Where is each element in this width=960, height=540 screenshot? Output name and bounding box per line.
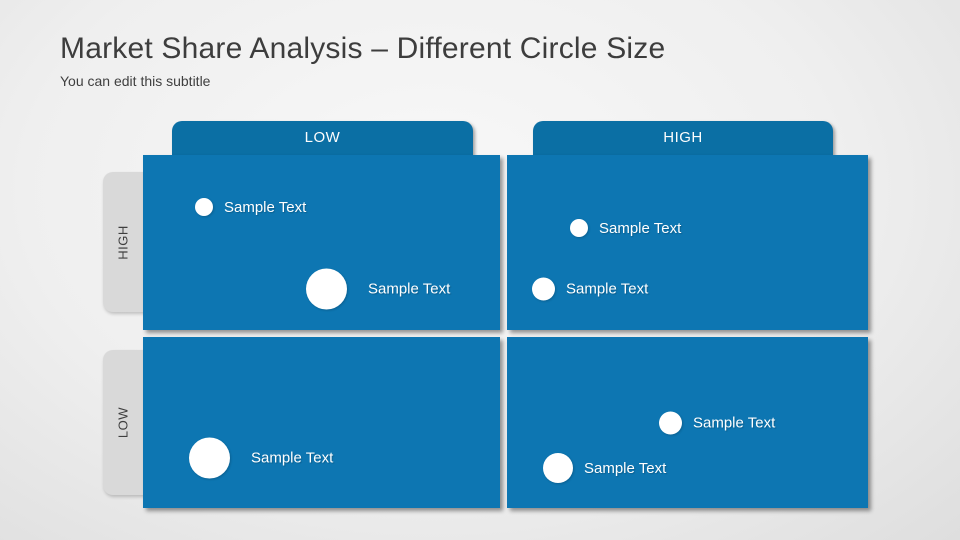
bubble-item: Sample Text (659, 411, 776, 435)
bubble-label: Sample Text (693, 414, 776, 432)
quadrant-top-right: Sample Text Sample Text (507, 155, 868, 330)
bubble-label: Sample Text (224, 198, 307, 216)
slide-title: Market Share Analysis – Different Circle… (60, 32, 666, 65)
row-header-high-label: HIGH (115, 224, 131, 260)
bubble-label: Sample Text (566, 280, 649, 298)
bubble-item: Sample Text (532, 277, 649, 301)
bubble-label: Sample Text (599, 219, 682, 237)
slide-subtitle: You can edit this subtitle (60, 73, 211, 89)
bubble-item: Sample Text (195, 198, 306, 216)
bubble-circle (189, 437, 230, 479)
bubble-circle (195, 198, 213, 216)
column-header-high-label: HIGH (663, 129, 703, 146)
bubble-item: Sample Text (543, 453, 666, 483)
bubble-item: Sample Text (306, 268, 451, 310)
quadrant-top-left: Sample Text Sample Text (143, 155, 500, 330)
bubble-circle (543, 453, 573, 483)
row-header-low-label: LOW (115, 406, 131, 439)
bubble-label: Sample Text (368, 280, 451, 298)
bubble-circle (532, 277, 555, 301)
quadrant-bottom-left: Sample Text (143, 337, 500, 508)
bubble-circle (570, 219, 588, 237)
bubble-circle (659, 411, 682, 435)
bubble-label: Sample Text (584, 459, 667, 477)
bubble-item: Sample Text (570, 219, 681, 237)
bubble-item: Sample Text (189, 437, 334, 479)
column-header-low-label: LOW (304, 129, 341, 146)
quadrant-bottom-right: Sample Text Sample Text (507, 337, 868, 508)
bubble-label: Sample Text (251, 449, 334, 467)
bubble-circle (306, 268, 347, 310)
